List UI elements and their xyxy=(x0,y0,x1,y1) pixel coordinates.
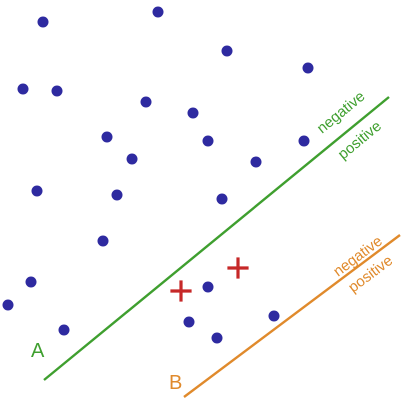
plus-marker xyxy=(227,257,249,279)
data-point xyxy=(187,107,199,119)
data-point xyxy=(25,276,37,288)
data-point xyxy=(250,156,262,168)
line-b-name: B xyxy=(169,372,182,394)
data-point xyxy=(17,83,29,95)
line-a-name: A xyxy=(31,340,45,362)
separator-line-a xyxy=(43,96,390,381)
data-point xyxy=(111,189,123,201)
data-point xyxy=(202,135,214,147)
data-point xyxy=(97,235,109,247)
data-point xyxy=(183,316,195,328)
data-point xyxy=(302,62,314,74)
separator-line-b xyxy=(183,234,401,398)
positive-points xyxy=(170,257,249,302)
data-point xyxy=(2,299,14,311)
data-point xyxy=(211,332,223,344)
data-point xyxy=(31,185,43,197)
data-point xyxy=(58,324,70,336)
data-point xyxy=(268,310,280,322)
data-point xyxy=(216,193,228,205)
data-point xyxy=(101,131,113,143)
data-point xyxy=(202,281,214,293)
data-point xyxy=(51,85,63,97)
data-point xyxy=(221,45,233,57)
data-point xyxy=(152,6,164,18)
data-point xyxy=(37,16,49,28)
data-point xyxy=(298,135,310,147)
plus-marker xyxy=(170,280,192,302)
negative-points xyxy=(2,6,314,344)
data-point xyxy=(126,153,138,165)
data-point xyxy=(140,96,152,108)
